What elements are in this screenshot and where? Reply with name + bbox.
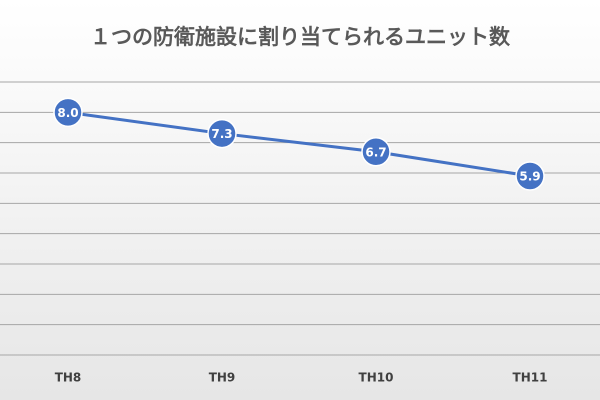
data-label: 7.3 [211, 127, 232, 141]
point [361, 137, 391, 167]
data-label: 5.9 [519, 170, 540, 184]
x-tick-label: TH9 [209, 371, 236, 385]
x-tick-label: TH11 [513, 371, 548, 385]
point [515, 161, 545, 191]
line [67, 110, 531, 178]
x-tick-label: TH10 [359, 371, 394, 385]
data-label: 8.0 [57, 106, 78, 120]
data-label: 6.7 [365, 145, 386, 159]
x-tick-label: TH8 [55, 371, 82, 385]
chart-title: １つの防衛施設に割り当てられるユニット数 [90, 25, 511, 49]
point [207, 118, 237, 149]
point [53, 97, 83, 128]
